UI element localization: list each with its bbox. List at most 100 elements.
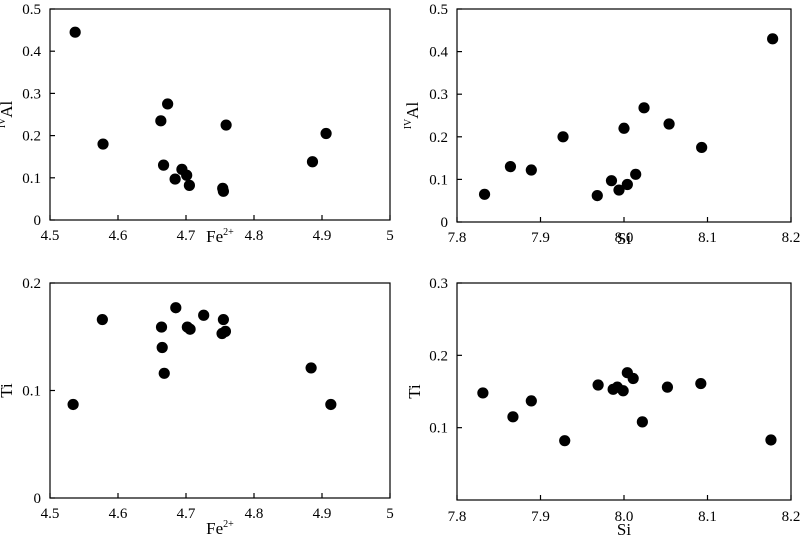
data-point — [765, 434, 777, 446]
scatter-panel-3: 4.5 4.6 4.7 4.8 4.9 5 0 0.1 0.2 Fe2+ Ti — [0, 276, 394, 538]
x-tick-label: 8.0 — [615, 509, 634, 525]
data-point — [305, 362, 317, 374]
data-point — [183, 179, 195, 191]
data-point — [158, 367, 170, 379]
data-point — [507, 411, 519, 423]
x-tick-label: 7.9 — [531, 509, 550, 525]
data-point — [478, 188, 491, 200]
data-point — [663, 118, 675, 130]
x-tick-label: 8.0 — [615, 230, 634, 246]
data-point — [621, 178, 633, 191]
x-tick-label: 7.8 — [448, 509, 467, 525]
data-point — [184, 323, 196, 335]
y-axis-label: Ti — [0, 383, 16, 398]
x-tick-label: 5 — [386, 228, 394, 244]
x-axis-label: Fe2+ — [206, 227, 234, 246]
y-tick-label: 0.1 — [22, 384, 41, 400]
data-point — [618, 122, 630, 134]
data-point — [605, 175, 618, 187]
x-tick-label: 4.8 — [245, 506, 264, 522]
data-point — [477, 387, 489, 399]
x-axis-label: Si — [617, 520, 631, 539]
y-tick-label: 0.3 — [429, 276, 448, 292]
x-axis-label: Fe2+ — [206, 519, 234, 538]
data-point — [696, 141, 708, 154]
y-tick-label: 0.5 — [429, 2, 448, 18]
data-point — [157, 159, 170, 171]
data-point — [559, 435, 571, 447]
x-tick-label: 4.5 — [41, 228, 60, 244]
plot-frame — [49, 8, 391, 221]
y-tick-label: 0.4 — [429, 45, 448, 61]
x-axis-label: Si — [617, 229, 631, 248]
data-point — [155, 321, 168, 333]
x-tick-label: 7.8 — [448, 230, 467, 246]
data-point — [217, 313, 229, 326]
data-point — [591, 189, 603, 202]
data-point — [156, 341, 168, 354]
y-tick-label: 0.2 — [22, 276, 41, 292]
data-point — [636, 416, 648, 428]
y-tick-label: 0.1 — [429, 172, 448, 188]
x-tick-label: 7.9 — [531, 230, 550, 246]
y-tick-label: 0.2 — [429, 348, 448, 364]
y-tick-label: 0.2 — [22, 129, 41, 145]
x-tick-label: 4.7 — [177, 228, 196, 244]
y-tick-label: 0 — [34, 491, 42, 507]
x-tick-label: 8.1 — [698, 509, 717, 525]
data-point — [170, 302, 182, 314]
x-tick-label: 4.8 — [245, 228, 264, 244]
x-tick-label: 8.2 — [782, 230, 800, 246]
data-point — [613, 184, 625, 196]
y-tick-label: 0.3 — [429, 87, 448, 103]
data-point — [96, 313, 108, 326]
x-tick-label: 4.9 — [313, 228, 332, 244]
data-point — [525, 395, 537, 407]
data-point — [630, 168, 642, 180]
x-tick-label: 4.7 — [177, 506, 196, 522]
scatter-panel-4: 7.8 7.9 8.0 8.1 8.2 0.1 0.2 0.3 Si Ti — [405, 276, 800, 539]
data-point — [220, 119, 232, 131]
data-point — [661, 381, 674, 393]
data-point — [638, 102, 650, 114]
data-point — [219, 325, 232, 337]
data-point — [155, 115, 167, 127]
y-tick-label: 0.1 — [429, 421, 448, 437]
y-tick-label: 0.4 — [22, 44, 41, 60]
scatter-panel-2: 7.8 7.9 8.0 8.1 8.2 0 0.1 0.2 0.3 0.4 0.5 Si IVAl — [403, 2, 800, 248]
data-point — [162, 98, 174, 110]
x-tick-label: 5 — [386, 506, 394, 522]
data-point — [67, 398, 79, 411]
data-point — [181, 169, 193, 181]
data-point — [767, 33, 779, 45]
data-point — [97, 138, 109, 150]
x-tick-label: 4.5 — [41, 506, 60, 522]
data-point — [217, 185, 229, 197]
data-point — [695, 377, 707, 390]
x-tick-label: 4.6 — [109, 506, 128, 522]
data-point — [306, 156, 319, 168]
data-point — [320, 127, 332, 140]
y-tick-label: 0 — [441, 215, 449, 231]
y-axis-label: IVAl — [403, 101, 422, 129]
data-point — [325, 398, 337, 411]
data-point — [69, 26, 81, 38]
data-point — [617, 385, 629, 397]
y-tick-label: 0.1 — [22, 171, 41, 187]
data-point — [169, 173, 181, 185]
scatter-panel-1: 4.5 4.6 4.7 4.8 4.9 5 0 0.1 0.2 0.3 0.4 0.5 Fe2+ IVAl — [0, 2, 394, 246]
y-tick-label: 0 — [34, 213, 42, 229]
y-tick-label: 0.5 — [22, 2, 41, 18]
x-tick-label: 8.2 — [782, 509, 800, 525]
data-point — [525, 164, 537, 176]
y-tick-label: 0.2 — [429, 130, 448, 146]
y-axis-label: IVAl — [0, 100, 16, 128]
data-point — [627, 372, 639, 385]
data-point — [198, 309, 210, 321]
x-tick-label: 4.9 — [313, 506, 332, 522]
y-tick-label: 0.3 — [22, 86, 41, 102]
y-axis-label: Ti — [405, 384, 424, 399]
data-point — [504, 161, 517, 173]
